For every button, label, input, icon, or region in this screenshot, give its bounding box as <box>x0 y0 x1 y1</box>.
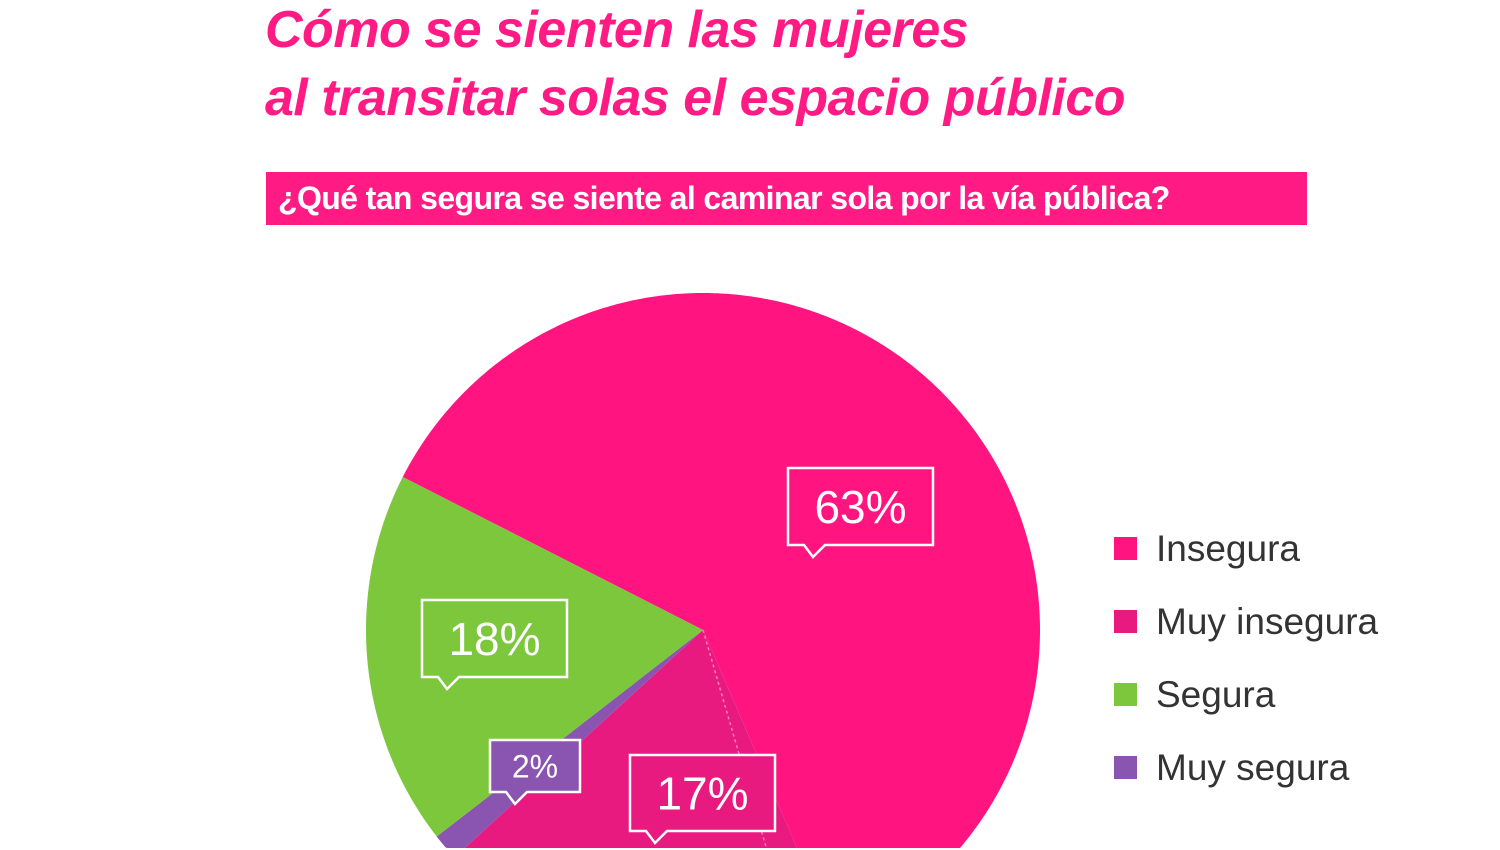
chart-title: Cómo se sienten las mujeres al transitar… <box>265 0 1126 132</box>
legend-label: Segura <box>1156 673 1276 715</box>
data-label: 17% <box>656 768 748 820</box>
slice-separator <box>702 629 768 849</box>
callout-box <box>786 466 935 559</box>
data-label-callout: 18% <box>420 598 569 691</box>
data-label: 18% <box>448 613 540 665</box>
data-label-callout: 2% <box>488 738 582 806</box>
legend-label: Muy segura <box>1156 746 1350 788</box>
legend-label: Insegura <box>1156 527 1300 569</box>
callout-box <box>488 738 582 806</box>
legend-swatch <box>1114 756 1137 779</box>
callout-box <box>628 753 777 845</box>
data-label: 2% <box>512 749 558 785</box>
data-label: 63% <box>814 481 906 533</box>
data-label-callout: 63% <box>786 466 935 559</box>
legend-item: Muy segura <box>1114 731 1378 804</box>
pie-slice-insegura <box>402 293 1041 848</box>
legend-swatch <box>1114 683 1137 706</box>
legend-item: Muy insegura <box>1114 585 1378 658</box>
chart-title-line-2: al transitar solas el espacio público <box>265 69 1126 127</box>
legend-item: Segura <box>1114 658 1378 731</box>
legend-label: Muy insegura <box>1156 600 1379 642</box>
legend-swatch <box>1114 537 1137 560</box>
legend-swatch <box>1114 610 1137 633</box>
data-label-callout: 17% <box>628 753 777 845</box>
legend-item: Insegura <box>1114 512 1378 585</box>
chart-title-line-1: Cómo se sienten las mujeres <box>265 1 969 59</box>
callout-box <box>420 598 569 691</box>
legend: Insegura Muy insegura Segura Muy segura <box>1114 512 1378 804</box>
chart-subtitle: ¿Qué tan segura se siente al caminar sol… <box>266 172 1307 225</box>
